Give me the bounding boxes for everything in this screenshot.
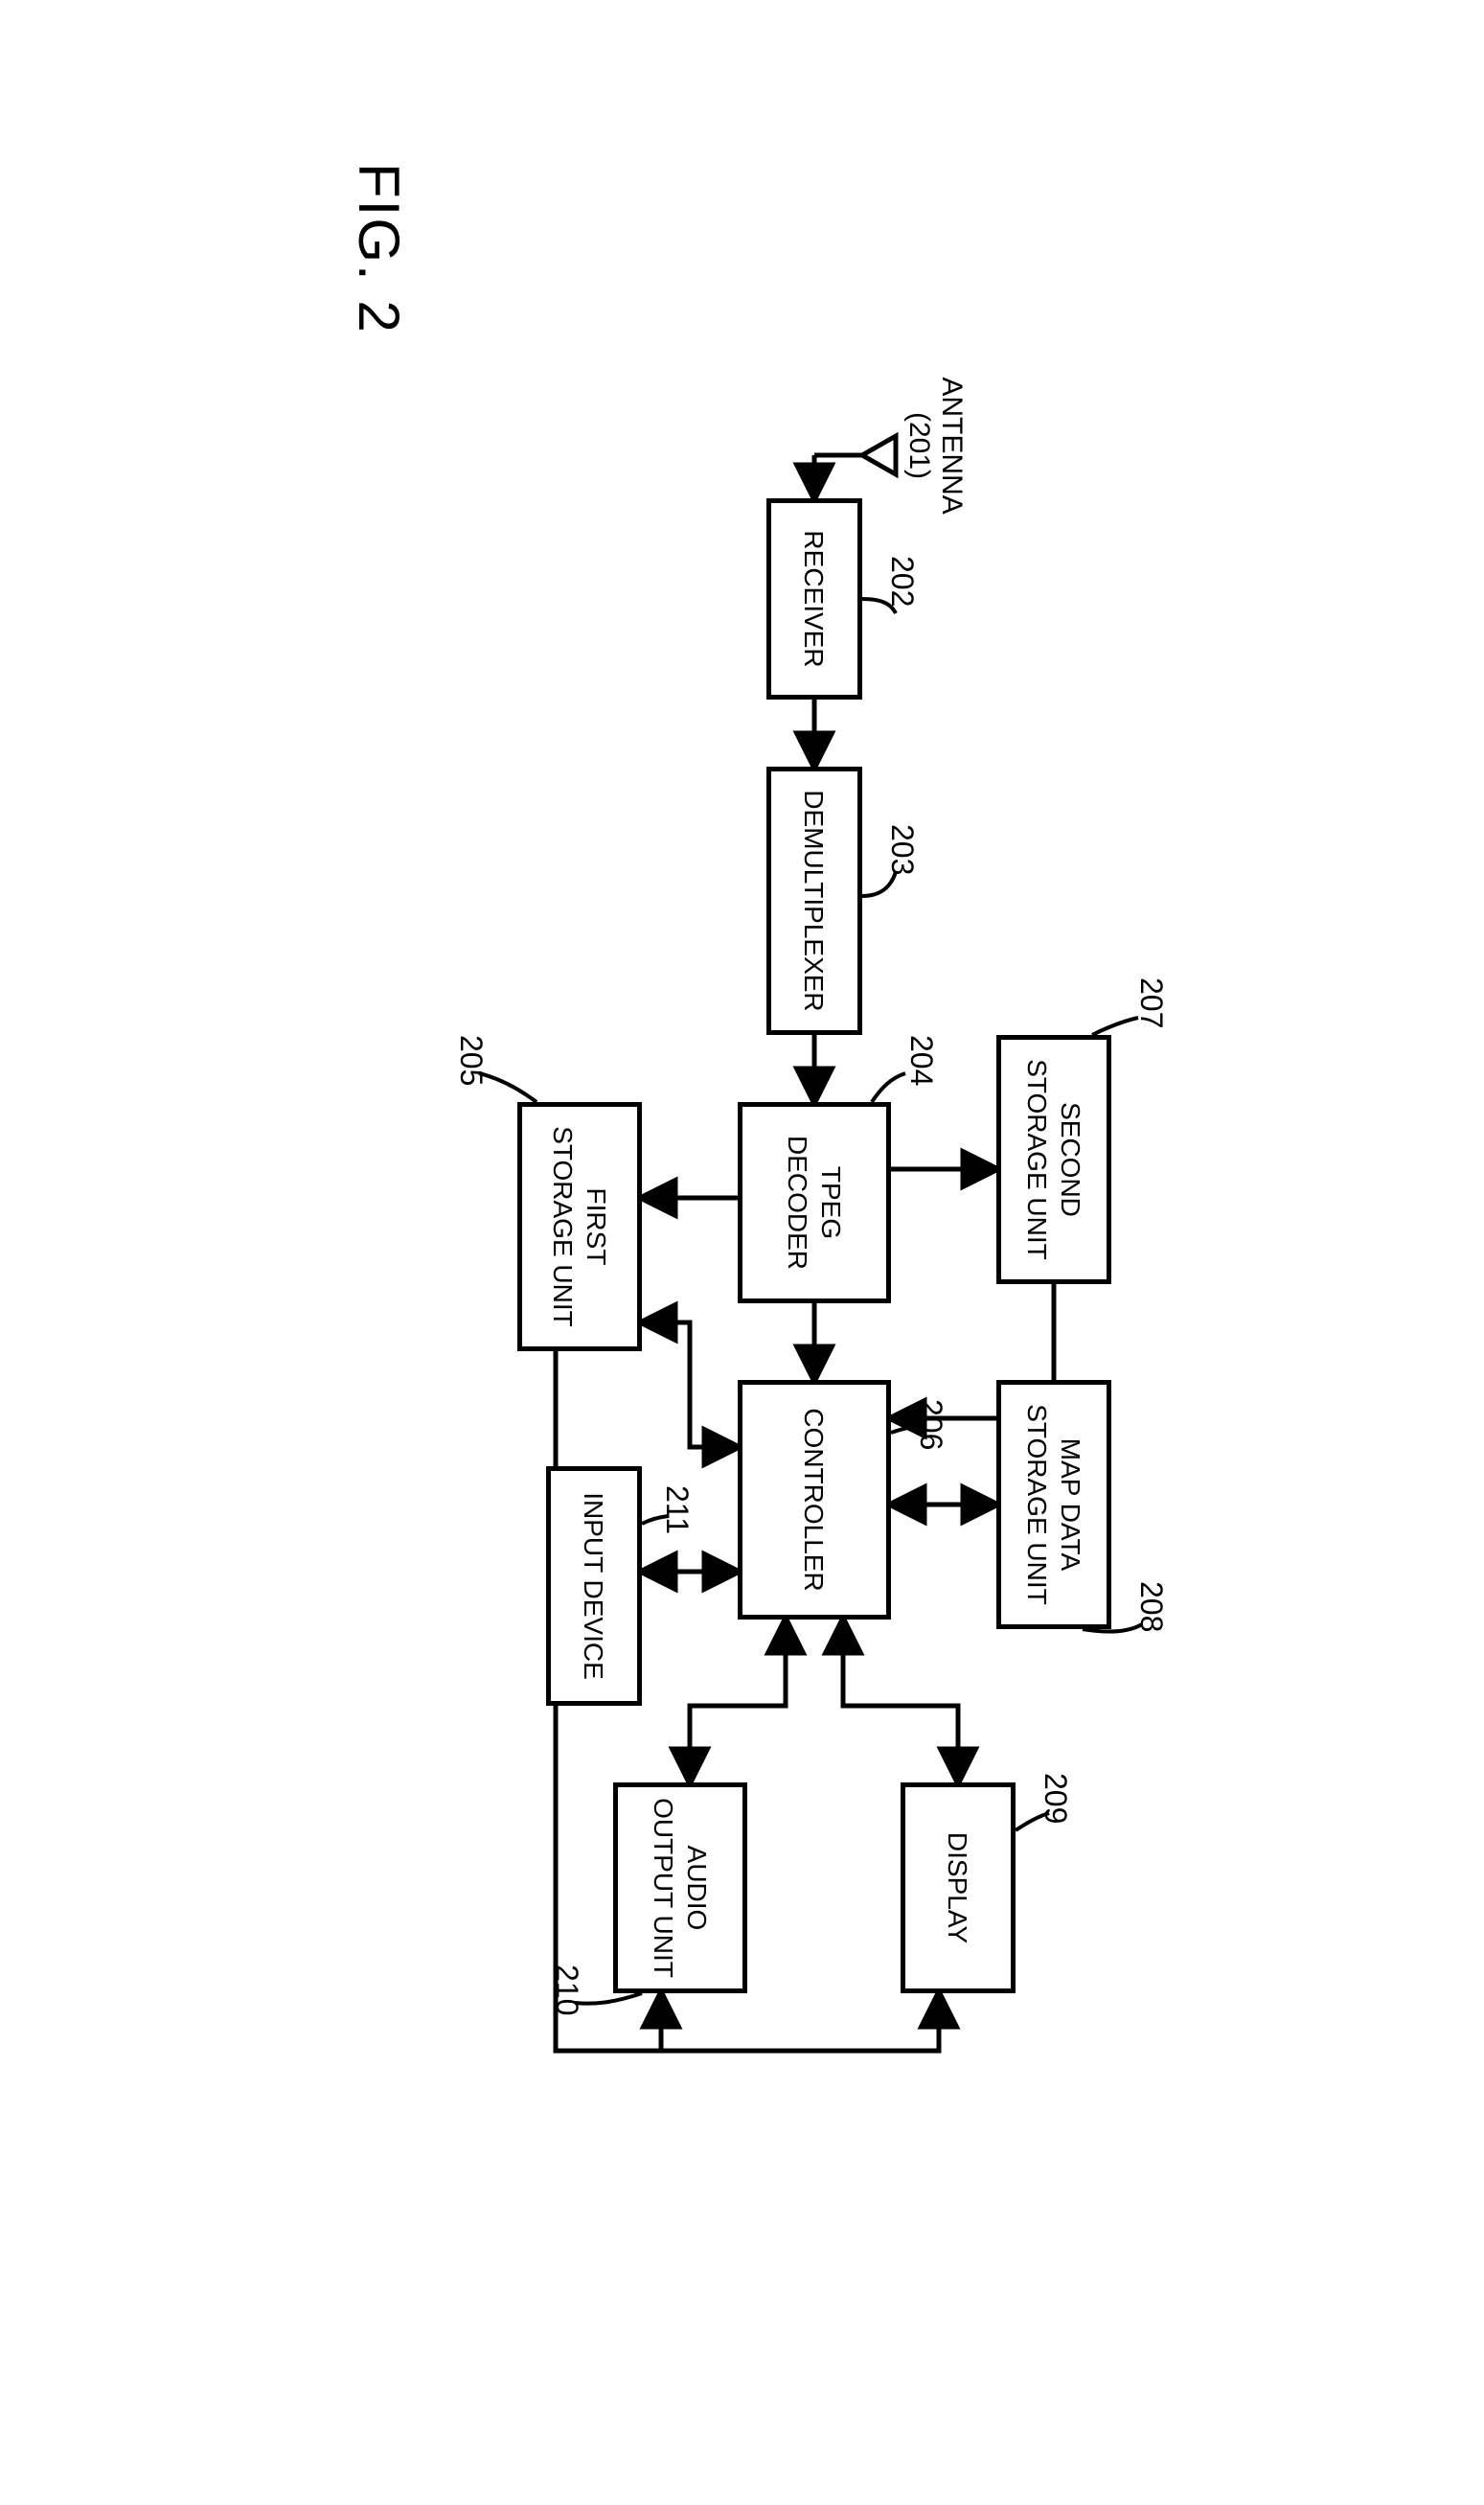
- ref-tick-204: [872, 1073, 905, 1102]
- box-second-label: SECONDSTORAGE UNIT: [1020, 1059, 1087, 1260]
- ref-207: 207: [1133, 977, 1169, 1028]
- edge-first-ctrl: [642, 1322, 738, 1447]
- box-audio-output: AUDIOOUTPUT UNIT: [613, 1782, 747, 1993]
- box-audio-label: AUDIOOUTPUT UNIT: [647, 1798, 714, 1978]
- box-first-storage: FIRSTSTORAGE UNIT: [517, 1102, 642, 1351]
- box-second-storage: SECONDSTORAGE UNIT: [996, 1035, 1111, 1284]
- antenna-label: ANTENNA(201): [902, 364, 968, 527]
- ref-206: 206: [913, 1399, 948, 1450]
- edge-ctrl-audio: [690, 1620, 786, 1782]
- ref-209: 209: [1038, 1773, 1073, 1824]
- box-display: DISPLAY: [901, 1782, 1016, 1993]
- edge-ctrl-display: [843, 1620, 958, 1782]
- box-input-device: INPUT DEVICE: [546, 1466, 642, 1706]
- antenna-icon: [814, 436, 896, 498]
- ref-203: 203: [884, 824, 920, 875]
- ref-tick-207: [1092, 1018, 1138, 1035]
- figure-title: FIG. 2: [346, 163, 412, 334]
- box-tpeg-label: TPEGDECODER: [781, 1136, 848, 1270]
- block-diagram: RECEIVER DEMULTIPLEXER TPEGDECODER CONTR…: [364, 364, 1226, 2089]
- box-receiver-label: RECEIVER: [798, 530, 832, 667]
- box-map-label: MAP DATASTORAGE UNIT: [1020, 1404, 1087, 1605]
- ref-tick-203: [862, 872, 896, 896]
- box-demux-label: DEMULTIPLEXER: [798, 790, 832, 1011]
- box-display-label: DISPLAY: [942, 1832, 975, 1943]
- box-map-data-storage: MAP DATASTORAGE UNIT: [996, 1380, 1111, 1629]
- box-first-label: FIRSTSTORAGE UNIT: [546, 1126, 613, 1327]
- box-demultiplexer: DEMULTIPLEXER: [766, 767, 862, 1035]
- box-input-label: INPUT DEVICE: [578, 1492, 611, 1680]
- ref-208: 208: [1133, 1581, 1169, 1632]
- box-controller: CONTROLLER: [738, 1380, 891, 1620]
- ref-205: 205: [453, 1035, 489, 1086]
- ref-210: 210: [549, 1965, 584, 2015]
- box-receiver: RECEIVER: [766, 498, 862, 700]
- edge-first-display: [661, 1993, 939, 2051]
- box-tpeg-decoder: TPEGDECODER: [738, 1102, 891, 1303]
- ref-202: 202: [884, 556, 920, 607]
- page: FIG. 2: [0, 0, 1484, 2505]
- ref-211: 211: [659, 1485, 695, 1534]
- box-controller-label: CONTROLLER: [798, 1408, 832, 1591]
- ref-tick-210: [575, 1993, 642, 2004]
- ref-204: 204: [903, 1035, 939, 1086]
